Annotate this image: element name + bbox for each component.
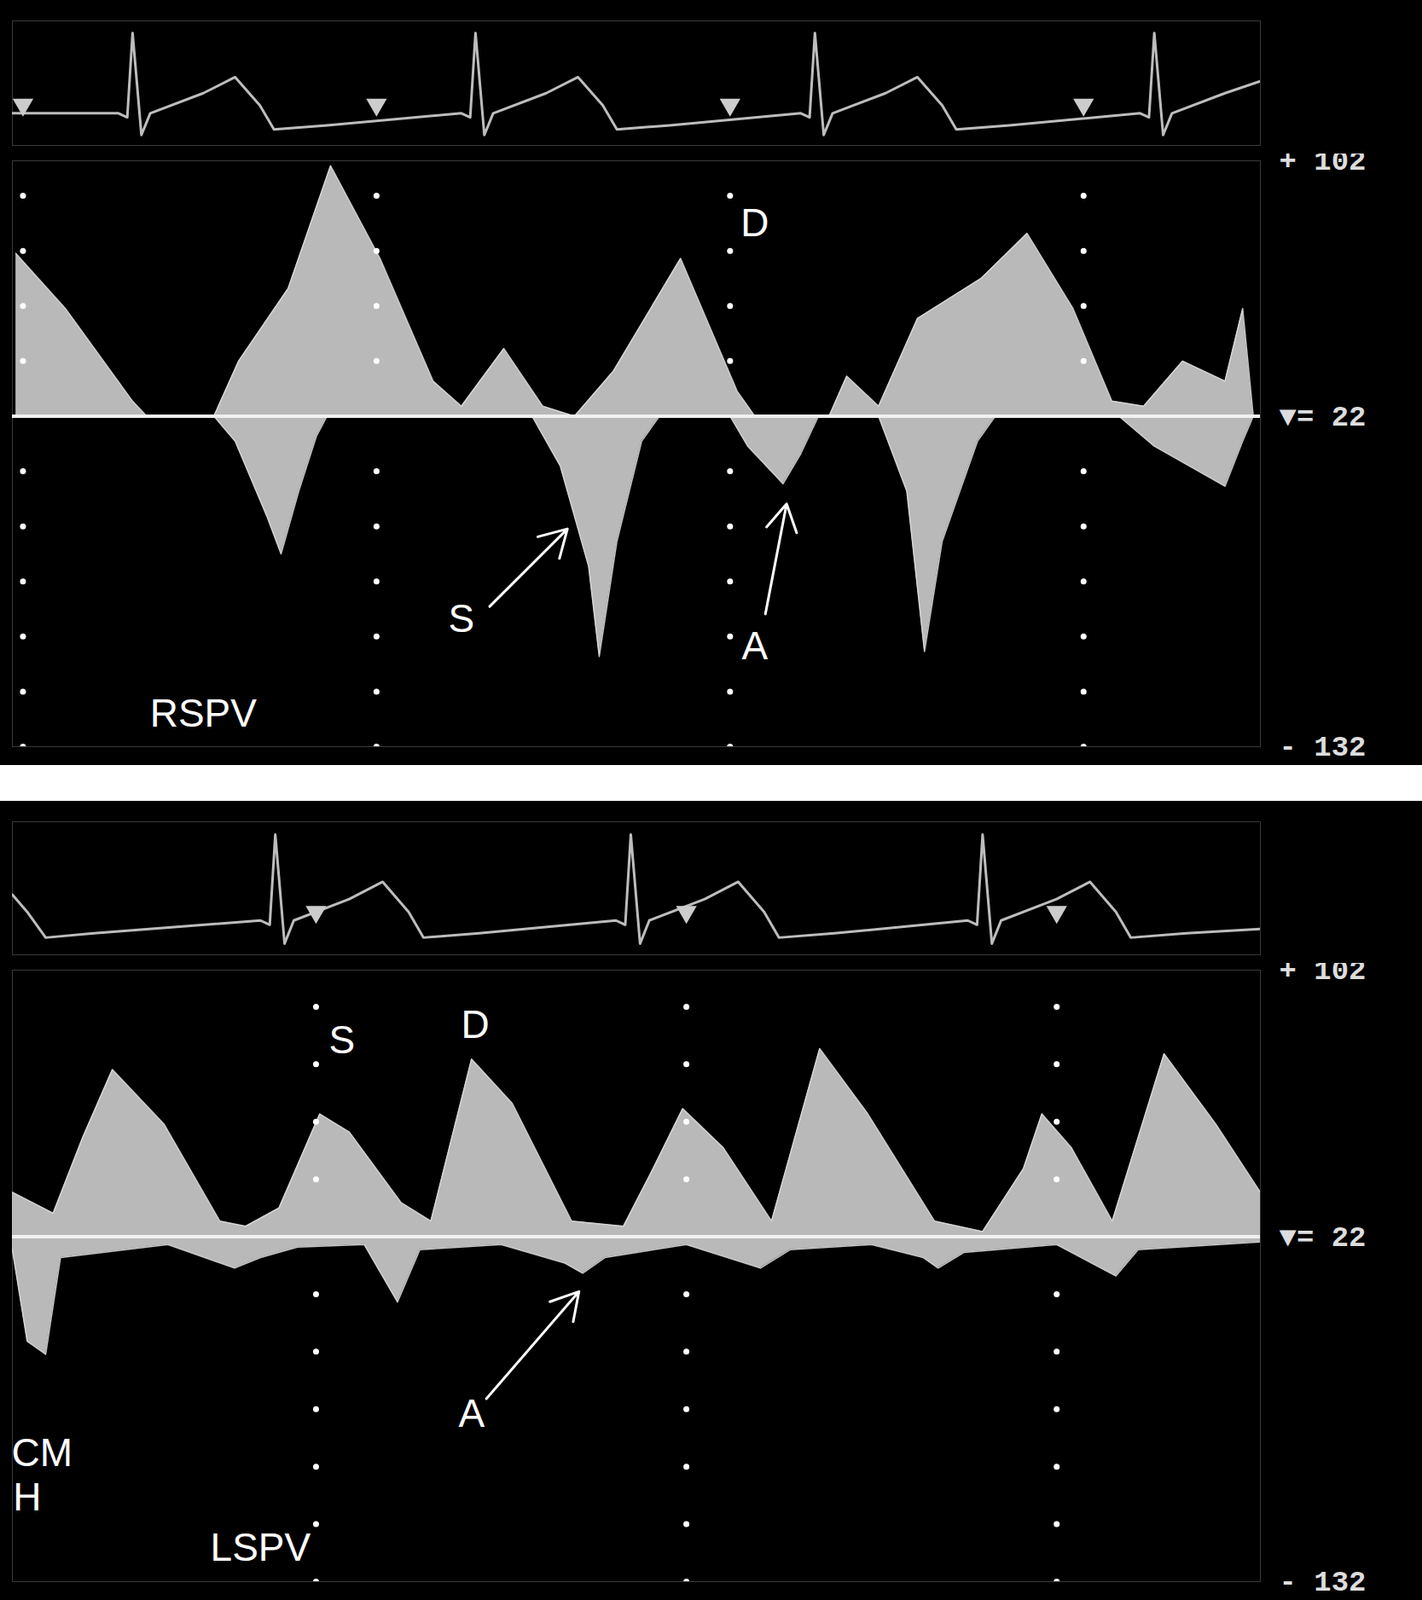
svg-text:▼= 22: ▼= 22 xyxy=(1279,401,1367,435)
svg-text:- 132: - 132 xyxy=(1279,1567,1367,1600)
svg-text:+ 102: + 102 xyxy=(1279,963,1367,988)
svg-text:RSPV: RSPV xyxy=(150,690,258,736)
svg-text:+ 102: + 102 xyxy=(1279,153,1367,179)
svg-text:S: S xyxy=(448,595,476,640)
svg-text:▼= 22: ▼= 22 xyxy=(1279,1222,1367,1255)
svg-text:D: D xyxy=(740,200,769,245)
svg-text:D: D xyxy=(461,1002,490,1047)
svg-text:LSPV: LSPV xyxy=(210,1525,312,1570)
svg-text:- 132: - 132 xyxy=(1279,731,1367,765)
svg-text:H: H xyxy=(12,1474,41,1520)
svg-text:A: A xyxy=(741,623,768,668)
svg-text:CM: CM xyxy=(11,1430,73,1475)
svg-text:A: A xyxy=(458,1391,485,1436)
svg-text:S: S xyxy=(329,1017,356,1063)
